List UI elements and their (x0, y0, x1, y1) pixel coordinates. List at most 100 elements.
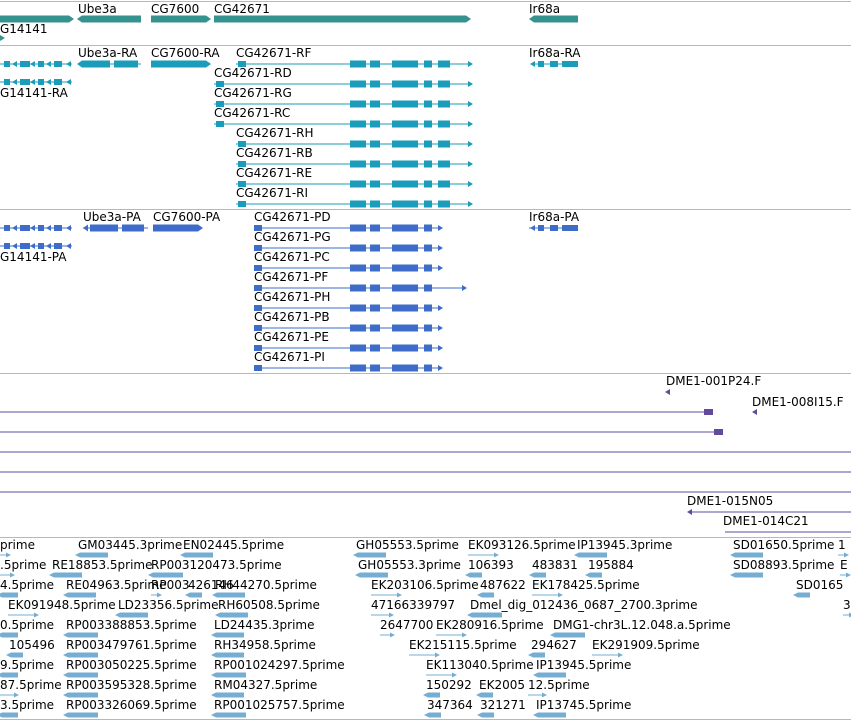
exon-block[interactable] (38, 243, 44, 249)
exon-block[interactable] (370, 224, 380, 232)
strand-arrow-right[interactable] (618, 652, 623, 658)
exon-block[interactable] (424, 60, 432, 68)
est-label[interactable]: EK178425.5prime (532, 578, 640, 592)
exon-block[interactable] (238, 141, 246, 147)
strand-arrow-right[interactable] (468, 141, 473, 147)
exon-block[interactable] (20, 225, 30, 231)
strand-arrow-left[interactable] (550, 632, 555, 638)
exon-block[interactable] (470, 572, 482, 578)
strand-arrow-left[interactable] (533, 712, 538, 718)
exon-block[interactable] (11, 652, 23, 658)
exon-block[interactable] (122, 224, 144, 232)
exon-block[interactable] (424, 160, 432, 168)
exon-block[interactable] (360, 572, 388, 578)
strand-arrow-right[interactable] (69, 15, 74, 23)
strand-arrow-left[interactable] (6, 652, 11, 658)
est-label[interactable]: 426146 (188, 578, 234, 592)
transcript-label[interactable]: CG7600-RA (151, 46, 220, 60)
exon-block[interactable] (392, 224, 418, 232)
strand-arrow-left[interactable] (63, 672, 68, 678)
exon-block[interactable] (438, 180, 450, 188)
exon-block[interactable] (392, 140, 418, 148)
exon-block[interactable] (370, 304, 380, 312)
exon-block[interactable] (735, 572, 763, 578)
strand-arrow-left[interactable] (63, 652, 68, 658)
exon-block[interactable] (216, 632, 244, 638)
exon-block[interactable] (424, 244, 432, 252)
strand-arrow-left[interactable] (530, 225, 535, 231)
strand-arrow-left[interactable] (730, 552, 735, 558)
est-label[interactable]: 9.5prime (0, 658, 55, 672)
strand-arrow-left[interactable] (0, 592, 2, 598)
strand-arrow-left[interactable] (46, 79, 51, 85)
strand-arrow-right[interactable] (466, 15, 471, 23)
strand-arrow-right[interactable] (468, 121, 473, 127)
est-label[interactable]: 105496 (9, 638, 55, 652)
est-label[interactable]: SD01650.5prime (733, 538, 835, 552)
est-label[interactable]: 0.5prime (0, 618, 55, 632)
strand-arrow-left[interactable] (423, 692, 428, 698)
exon-block[interactable] (424, 304, 432, 312)
strand-arrow-left[interactable] (0, 672, 2, 678)
exon-block[interactable] (424, 344, 432, 352)
strand-arrow-left[interactable] (0, 712, 2, 718)
strand-arrow-right[interactable] (542, 692, 547, 698)
exon-block[interactable] (428, 692, 440, 698)
exon-block[interactable] (350, 324, 366, 332)
strand-arrow-left[interactable] (793, 592, 798, 598)
exon-block[interactable] (350, 200, 366, 208)
exon-block[interactable] (350, 160, 366, 168)
exon-block[interactable] (358, 552, 386, 558)
exon-block[interactable] (216, 121, 224, 127)
strand-arrow-left[interactable] (477, 712, 482, 718)
exon-block[interactable] (350, 344, 366, 352)
exon-block[interactable] (424, 264, 432, 272)
exon-block[interactable] (538, 712, 566, 718)
exon-block[interactable] (216, 101, 224, 107)
transcript-label[interactable]: CG42671-RD (214, 66, 292, 80)
strand-arrow-right[interactable] (10, 572, 15, 578)
est-label[interactable]: 106393 (468, 558, 514, 572)
exon-block[interactable] (482, 712, 494, 718)
strand-arrow-right[interactable] (34, 612, 39, 618)
exon-block[interactable] (472, 612, 502, 618)
est-label[interactable]: RP003479761.5prime (66, 638, 197, 652)
exon-block[interactable] (370, 364, 380, 372)
exon-block[interactable] (220, 612, 248, 618)
strand-arrow-left[interactable] (49, 572, 54, 578)
protein-label[interactable]: CG42671-PD (254, 210, 331, 224)
est-label[interactable]: 487622 (480, 578, 526, 592)
est-label[interactable]: RH60508.5prime (218, 598, 320, 612)
strand-arrow-left[interactable] (83, 224, 88, 232)
strand-arrow-left[interactable] (528, 652, 533, 658)
exon-block[interactable] (214, 15, 466, 23)
exon-block[interactable] (429, 712, 441, 718)
exon-block[interactable] (438, 200, 450, 208)
exon-block[interactable] (54, 572, 82, 578)
exon-block[interactable] (254, 365, 262, 371)
exon-block[interactable] (2, 592, 18, 598)
exon-block[interactable] (370, 244, 380, 252)
exon-block[interactable] (538, 672, 566, 678)
transcript-label[interactable]: CG42671-RG (214, 86, 292, 100)
exon-block[interactable] (4, 243, 10, 249)
strand-arrow-right[interactable] (390, 632, 395, 638)
est-label[interactable]: RP003595328.5prime (66, 678, 197, 692)
exon-block[interactable] (538, 225, 544, 231)
exon-block[interactable] (714, 429, 723, 435)
gene-label[interactable]: Ir68a (529, 2, 561, 16)
exon-block[interactable] (424, 364, 432, 372)
exon-block[interactable] (370, 264, 380, 272)
strand-arrow-left[interactable] (77, 15, 82, 23)
exon-block[interactable] (392, 264, 418, 272)
est-label[interactable]: EK093126.5prime (468, 538, 576, 552)
exon-block[interactable] (370, 60, 380, 68)
exon-block[interactable] (424, 140, 432, 148)
exon-block[interactable] (254, 345, 262, 351)
exon-block[interactable] (482, 592, 494, 598)
est-label[interactable]: EN02445.5prime (183, 538, 285, 552)
exon-block[interactable] (216, 81, 224, 87)
est-label[interactable]: RP003326069.5prime (66, 698, 197, 712)
est-label[interactable]: RP001024297.5prime (214, 658, 345, 672)
gene-label[interactable]: CG42671 (214, 2, 270, 16)
